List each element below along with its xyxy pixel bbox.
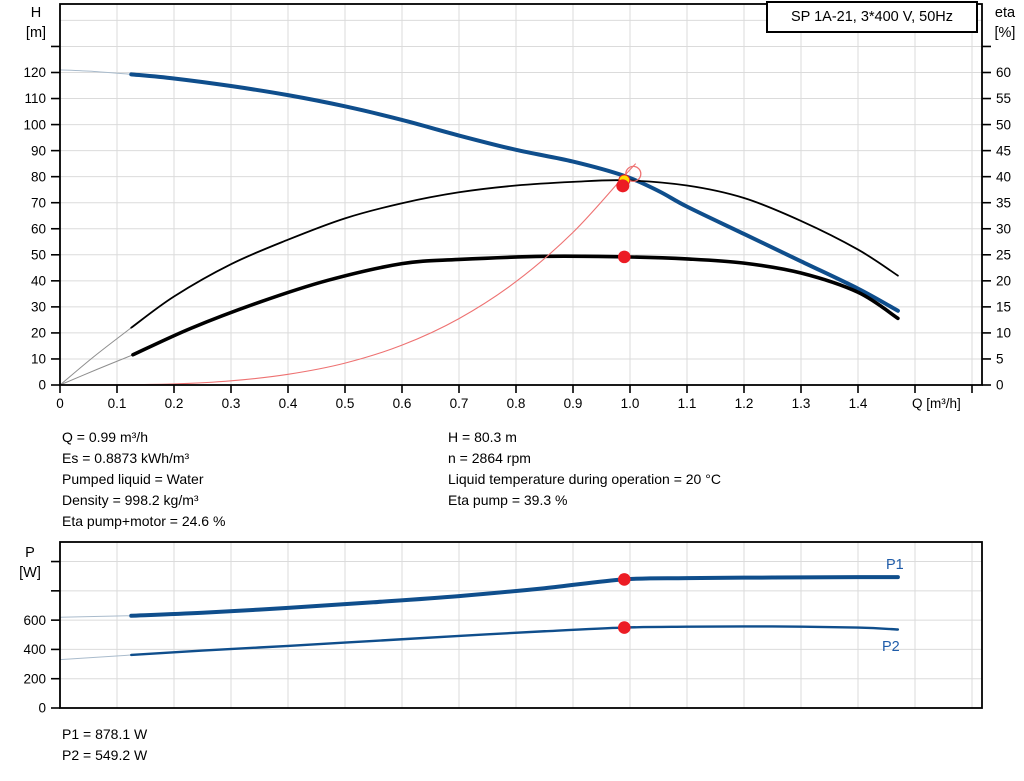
left-axis-tick-label: 0 — [38, 701, 46, 716]
x-axis-tick-label: 0.9 — [564, 396, 583, 411]
x-axis-tick-label: 0.3 — [222, 396, 241, 411]
annotation-line: Liquid temperature during operation = 20… — [448, 471, 721, 487]
curve-label-p1: P1 — [886, 557, 904, 573]
right-axis-tick-label: 10 — [996, 326, 1011, 341]
right-axis-tick-label: 5 — [996, 352, 1004, 367]
power-axis-header: P [W] — [8, 543, 52, 583]
x-axis-tick-label: 0.1 — [108, 396, 127, 411]
pump-model-title: SP 1A-21, 3*400 V, 50Hz — [790, 9, 954, 25]
x-axis-tick-label: 0.8 — [507, 396, 526, 411]
right-axis-tick-label: 0 — [996, 378, 1004, 393]
right-axis-tick-label: 55 — [996, 91, 1011, 106]
right-axis-tick-label: 15 — [996, 300, 1011, 315]
curve-eta-pump-thin-segment — [59, 327, 132, 386]
left-axis-tick-label: 120 — [23, 65, 46, 80]
right-axis-tick-label: 25 — [996, 247, 1011, 262]
right-axis-tick-label: 30 — [996, 221, 1011, 236]
plot-border — [59, 541, 983, 709]
left-axis-tick-label: 90 — [31, 143, 46, 158]
right-axis-tick-label: 50 — [996, 117, 1011, 132]
curve-h-head-curve — [129, 72, 900, 313]
x-axis-tick-label: 0.4 — [279, 396, 298, 411]
curve-p2-thin-segment — [59, 654, 132, 661]
curve-eta-pump-motor-thin-segment — [59, 354, 134, 386]
eta-axis-header: eta [%] — [986, 3, 1024, 43]
curve-eta-pump-motor — [131, 254, 900, 357]
p1-point-marker — [618, 573, 631, 586]
left-axis-tick-label: 30 — [31, 300, 46, 315]
curve-p1-thin-segment — [59, 615, 132, 618]
right-axis-tick-label: 20 — [996, 274, 1011, 289]
annotation-line: Q = 0.99 m³/h — [62, 429, 148, 445]
left-axis-tick-label: 10 — [31, 352, 46, 367]
x-axis-tick-label: 0.7 — [450, 396, 469, 411]
x-axis-tick-label: 0.2 — [165, 396, 184, 411]
annotation-line: Density = 998.2 kg/m³ — [62, 492, 199, 508]
duty-annotations-left: Q = 0.99 m³/h Es = 0.8873 kWh/m³ Pumped li… — [62, 427, 225, 532]
duty-annotations-right: H = 80.3 m n = 2864 rpm Liquid temperature… — [448, 427, 721, 511]
x-axis-tick-label: 1.2 — [735, 396, 754, 411]
curve-h-head-curve-thin-segment — [59, 69, 132, 75]
left-axis-tick-label: 20 — [31, 326, 46, 341]
right-axis-tick-label: 40 — [996, 169, 1011, 184]
annotation-line: P1 = 878.1 W — [62, 726, 148, 742]
annotation-line: n = 2864 rpm — [448, 450, 531, 466]
curve-p1 — [129, 575, 900, 618]
left-axis-tick-label: 70 — [31, 195, 46, 210]
curve-eta-pump — [130, 179, 899, 329]
annotation-line: Eta pump+motor = 24.6 % — [62, 513, 226, 529]
duty-point-marker — [625, 165, 642, 183]
left-axis-tick-label: 60 — [31, 221, 46, 236]
head-axis-unit: [m] — [25, 25, 47, 41]
eta-axis-symbol: eta — [994, 5, 1016, 21]
curve-duty-curve — [59, 163, 637, 386]
x-axis-tick-label: 0.5 — [336, 396, 355, 411]
power-axis-unit: [W] — [19, 565, 41, 581]
left-axis-tick-label: 600 — [23, 613, 46, 628]
left-axis-tick-label: 0 — [38, 378, 46, 393]
right-axis-tick-label: 60 — [996, 65, 1011, 80]
curve-label-p2: P2 — [882, 639, 900, 655]
left-axis-tick-label: 110 — [24, 91, 46, 106]
head-axis-symbol: H — [30, 5, 42, 21]
x-axis-tick-label: 1.3 — [792, 396, 811, 411]
power-readout: P1 = 878.1 W P2 = 549.2 W — [62, 724, 147, 766]
eta-pump-point-marker-dot — [616, 179, 630, 193]
left-axis-tick-label: 200 — [23, 671, 46, 686]
x-axis-tick-label: 0 — [56, 396, 64, 411]
curve-p2 — [130, 625, 900, 657]
power-axis-symbol: P — [25, 545, 35, 561]
annotation-line: P2 = 549.2 W — [62, 747, 148, 763]
right-axis-tick-label: 45 — [996, 143, 1011, 158]
pump-model-title-box: SP 1A-21, 3*400 V, 50Hz — [766, 1, 978, 33]
x-axis-tick-label: 1.1 — [678, 396, 697, 411]
plot-border — [59, 3, 983, 386]
annotation-line: Es = 0.8873 kWh/m³ — [62, 450, 190, 466]
left-axis-tick-label: 50 — [31, 247, 46, 262]
head-axis-header: H [m] — [14, 3, 58, 43]
left-axis-tick-label: 100 — [23, 117, 46, 132]
x-axis-title: Q [m³/h] — [912, 396, 961, 411]
left-axis-tick-label: 40 — [31, 274, 46, 289]
annotation-line: Eta pump = 39.3 % — [448, 492, 568, 508]
annotation-line: Pumped liquid = Water — [62, 471, 204, 487]
left-axis-tick-label: 400 — [23, 642, 46, 657]
eta-pump-motor-point-marker — [618, 250, 631, 264]
annotation-line: H = 80.3 m — [448, 429, 517, 445]
right-axis-tick-label: 35 — [996, 195, 1011, 210]
left-axis-tick-label: 80 — [31, 169, 46, 184]
x-axis-tick-label: 0.6 — [393, 396, 412, 411]
p2-point-marker — [618, 621, 631, 634]
x-axis-tick-label: 1.0 — [621, 396, 640, 411]
eta-axis-unit: [%] — [994, 25, 1016, 41]
x-axis-tick-label: 1.4 — [849, 396, 868, 411]
